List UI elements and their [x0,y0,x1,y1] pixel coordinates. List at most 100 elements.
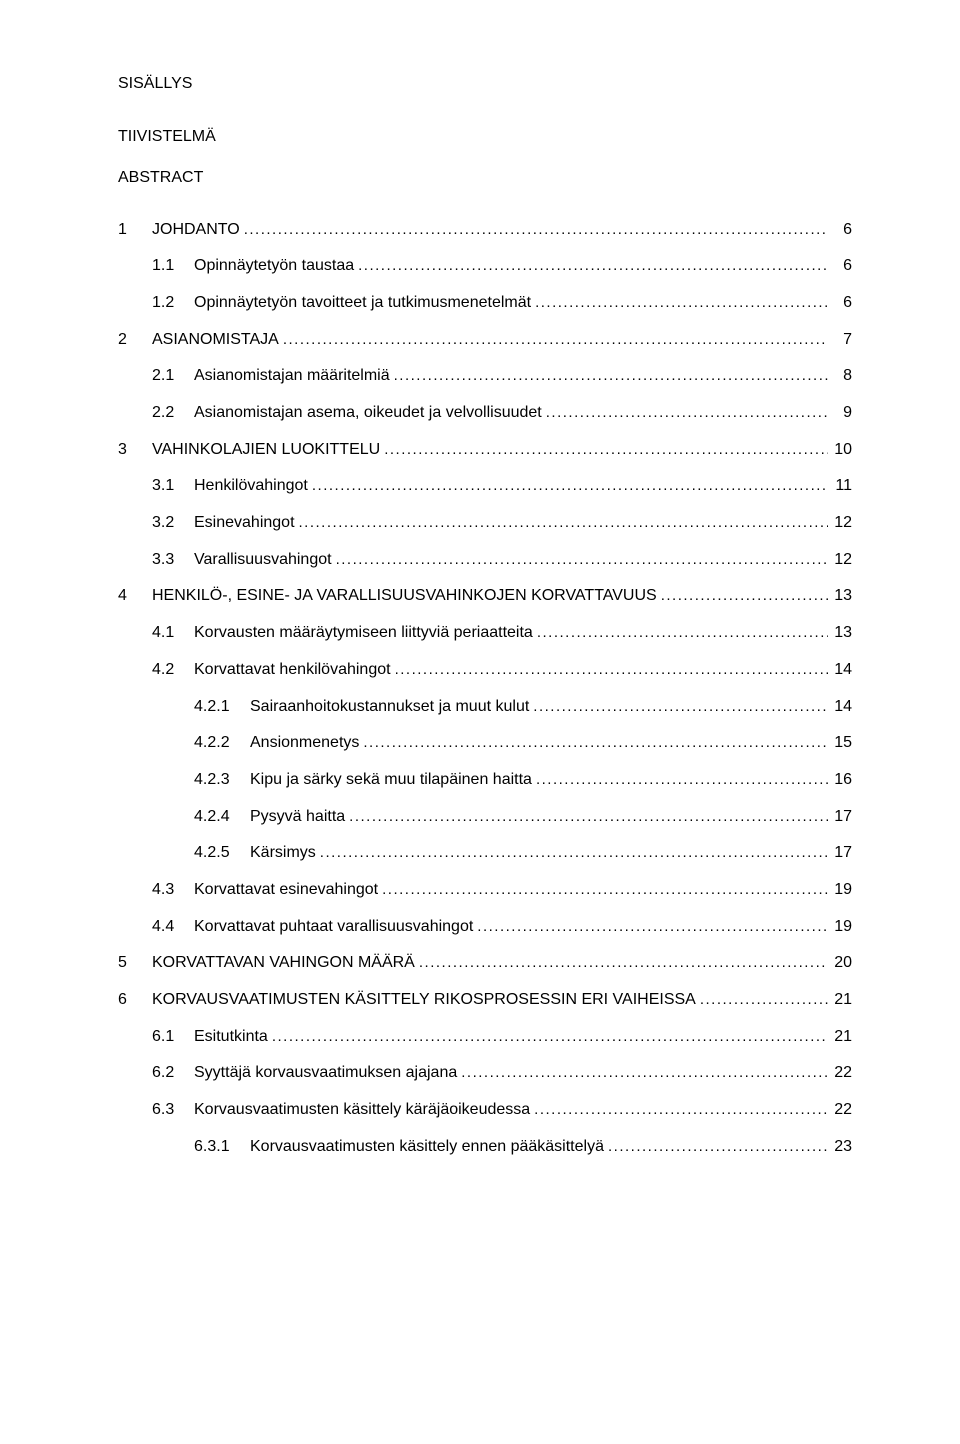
toc-entry-page: 6 [828,254,852,277]
toc-entry-page: 10 [828,438,852,461]
toc-entry: 6.2Syyttäjä korvausvaatimuksen ajajana 22 [118,1061,852,1084]
toc-entry: 4.2.5Kärsimys17 [118,841,852,864]
toc-entry-label: Ansionmenetys [250,731,363,754]
toc-entry-number: 4.2.2 [194,731,250,754]
toc-entry-label: Asianomistajan asema, oikeudet ja velvol… [194,401,546,424]
toc-entry: 6KORVAUSVAATIMUSTEN KÄSITTELY RIKOSPROSE… [118,988,852,1011]
toc-leader-dots [272,1026,828,1048]
toc-entry-page: 22 [828,1061,852,1084]
toc-entry: 1.1Opinnäytetyön taustaa 6 [118,254,852,277]
toc-leader-dots [336,549,828,571]
toc-entry-label: Kipu ja särky sekä muu tilapäinen haitta [250,768,536,791]
toc-entry: 4.4Korvattavat puhtaat varallisuusvahing… [118,915,852,938]
toc-leader-dots [312,475,828,497]
toc-entry-number: 2.1 [152,364,194,387]
toc-leader-dots [534,1099,828,1121]
toc-entry-page: 16 [828,768,852,791]
toc-entry-label: Kärsimys [250,841,320,864]
toc-entry-number: 4.3 [152,878,194,901]
toc-entry: 2.1Asianomistajan määritelmiä8 [118,364,852,387]
toc-entry-number: 1.1 [152,254,194,277]
toc-leader-dots [358,255,828,277]
toc-leader-dots [299,512,828,534]
toc-entry: 4.2.4Pysyvä haitta17 [118,805,852,828]
toc-leader-dots [608,1136,828,1158]
toc-entry: 2ASIANOMISTAJA7 [118,328,852,351]
toc-entry-number: 2 [118,328,152,351]
toc-entry: 1JOHDANTO 6 [118,218,852,241]
toc-entry: 4HENKILÖ-, ESINE- JA VARALLISUUSVAHINKOJ… [118,584,852,607]
toc-leader-dots [536,769,828,791]
toc-entry: 4.1Korvausten määräytymiseen liittyviä p… [118,621,852,644]
toc-entry-label: KORVAUSVAATIMUSTEN KÄSITTELY RIKOSPROSES… [152,988,700,1011]
toc-entry: 3VAHINKOLAJIEN LUOKITTELU10 [118,438,852,461]
toc-leader-dots [320,842,828,864]
toc-leader-dots [395,659,828,681]
toc-entry-number: 1 [118,218,152,241]
toc-entry-page: 7 [828,328,852,351]
toc-entry-page: 13 [828,621,852,644]
toc-leader-dots [363,732,828,754]
toc-entry-label: Opinnäytetyön tavoitteet ja tutkimusmene… [194,291,535,314]
toc-entry-label: Korvattavat esinevahingot [194,878,382,901]
toc-entry-number: 1.2 [152,291,194,314]
toc-entry-page: 15 [828,731,852,754]
toc-entry-label: VAHINKOLAJIEN LUOKITTELU [152,438,384,461]
toc-entry: 3.2Esinevahingot12 [118,511,852,534]
toc-entry-label: Pysyvä haitta [250,805,349,828]
toc-entry-page: 23 [828,1135,852,1158]
toc-entry-label: Korvausvaatimusten käsittely ennen pääkä… [250,1135,608,1158]
toc-entry-label: Korvattavat puhtaat varallisuusvahingot [194,915,477,938]
toc-entry-label: Syyttäjä korvausvaatimuksen ajajana [194,1061,461,1084]
toc-entry-label: Henkilövahingot [194,474,312,497]
toc-entry: 4.3Korvattavat esinevahingot19 [118,878,852,901]
toc-leader-dots [244,219,828,241]
toc-entry: 6.1Esitutkinta21 [118,1025,852,1048]
toc-entry-page: 22 [828,1098,852,1121]
toc-entry-page: 11 [828,474,852,497]
toc-entry-label: Esitutkinta [194,1025,272,1048]
toc-entry-label: Varallisuusvahingot [194,548,336,571]
toc-entry-label: KORVATTAVAN VAHINGON MÄÄRÄ [152,951,419,974]
toc-entry: 3.1Henkilövahingot11 [118,474,852,497]
toc-entry-label: Asianomistajan määritelmiä [194,364,394,387]
toc-entry-page: 21 [828,988,852,1011]
toc-leader-dots [283,329,828,351]
toc-leader-dots [700,989,828,1011]
toc-entry: 3.3Varallisuusvahingot12 [118,548,852,571]
toc-entry-number: 6.3 [152,1098,194,1121]
toc-entry-number: 4.2.5 [194,841,250,864]
toc-entry: 2.2Asianomistajan asema, oikeudet ja vel… [118,401,852,424]
toc-leader-dots [533,696,828,718]
toc-entry-number: 6 [118,988,152,1011]
toc-entry-page: 9 [828,401,852,424]
toc-entry-label: Opinnäytetyön taustaa [194,254,358,277]
toc-entry-label: Sairaanhoitokustannukset ja muut kulut [250,695,533,718]
toc-entry-page: 6 [828,291,852,314]
toc-leader-dots [349,806,828,828]
toc-entry-page: 12 [828,548,852,571]
toc-entry: 6.3Korvausvaatimusten käsittely käräjäoi… [118,1098,852,1121]
toc-entry-number: 6.2 [152,1061,194,1084]
toc-entry-page: 17 [828,805,852,828]
toc-entry-number: 6.3.1 [194,1135,250,1158]
toc-entry-number: 4.2.1 [194,695,250,718]
toc-entry: 4.2Korvattavat henkilövahingot14 [118,658,852,681]
toc-entry-label: Korvattavat henkilövahingot [194,658,395,681]
label-tiivistelma: TIIVISTELMÄ [118,125,852,148]
toc-entry-number: 4.2.3 [194,768,250,791]
toc-leader-dots [546,402,828,424]
document-page: SISÄLLYS TIIVISTELMÄ ABSTRACT 1JOHDANTO6… [0,0,960,1444]
toc-leader-dots [661,585,828,607]
toc-entry-page: 6 [828,218,852,241]
toc-entry-number: 5 [118,951,152,974]
label-abstract: ABSTRACT [118,166,852,189]
toc-leader-dots [535,292,828,314]
toc-leader-dots [384,439,828,461]
toc-leader-dots [394,365,828,387]
table-of-contents: 1JOHDANTO 6 1.1Opinnäytetyön taustaa 6 1.2Op… [118,218,852,1172]
toc-entry-number: 4.1 [152,621,194,644]
toc-entry-label: Korvausten määräytymiseen liittyviä peri… [194,621,537,644]
toc-entry-number: 3.2 [152,511,194,534]
toc-entry-label: JOHDANTO [152,218,244,241]
